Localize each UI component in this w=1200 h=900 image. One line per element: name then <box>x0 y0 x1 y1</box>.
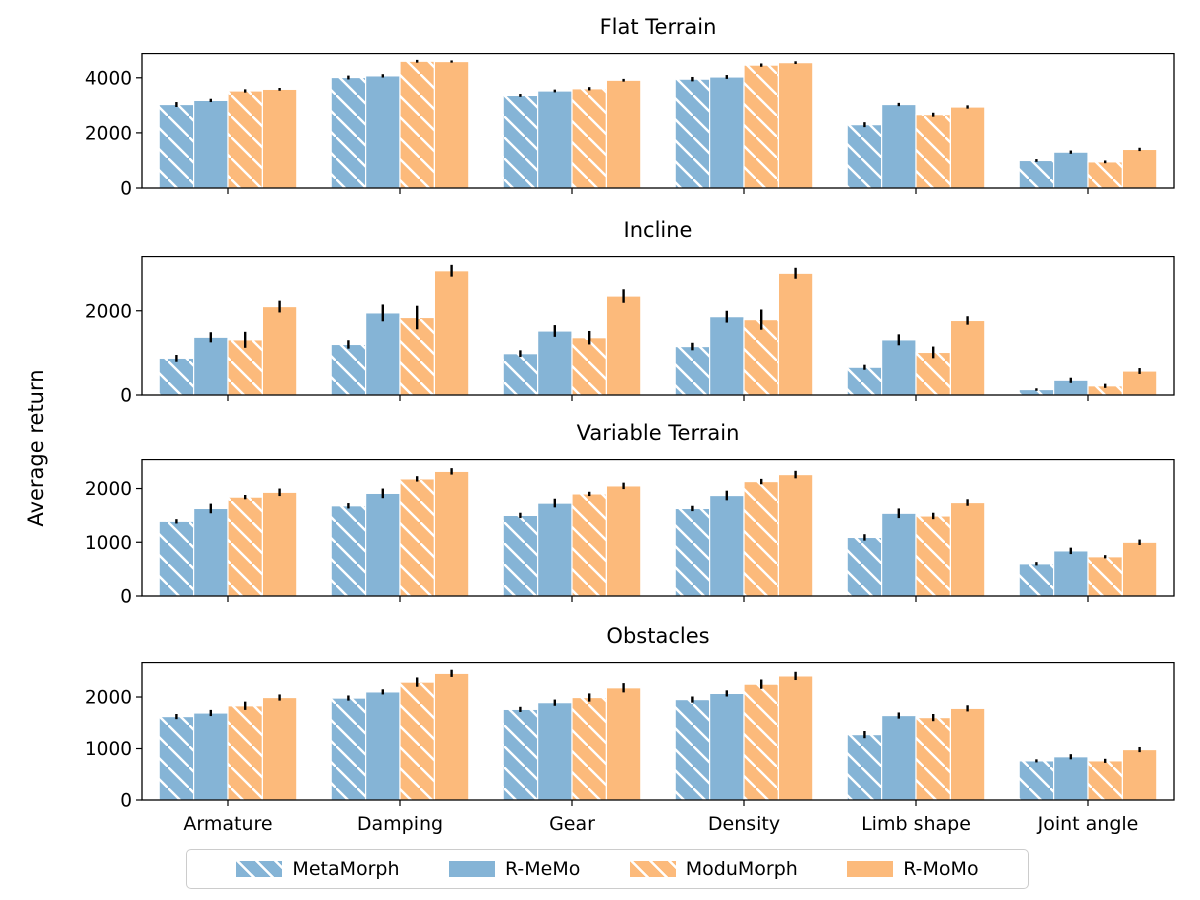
svg-text:Armature: Armature <box>183 813 272 835</box>
flat-terrain-plot: 0 2000 4000 <box>85 53 1175 200</box>
svg-text:Limb shape: Limb shape <box>861 813 971 835</box>
r-memo-swatch <box>448 861 495 877</box>
y-axis-label: Average return <box>24 369 48 527</box>
legend-item-r-memo: R-MeMo <box>448 858 581 880</box>
svg-text:0: 0 <box>120 587 132 608</box>
svg-text:1000: 1000 <box>85 739 132 760</box>
svg-text:2000: 2000 <box>85 688 132 709</box>
svg-text:0: 0 <box>120 386 132 407</box>
svg-text:Damping: Damping <box>357 813 443 835</box>
svg-text:4000: 4000 <box>85 68 132 89</box>
r-momo-swatch <box>847 861 894 877</box>
legend-item-modumorph: ModuMorph <box>629 858 798 880</box>
modumorph-swatch <box>629 861 676 877</box>
panel-title-flat-terrain: Flat Terrain <box>599 15 717 39</box>
svg-text:2000: 2000 <box>85 123 132 144</box>
obstacles-plot: Armature Damping Gear Density Limb shape Join… <box>85 662 1175 835</box>
panel-title-variable-terrain: Variable Terrain <box>576 421 740 445</box>
svg-text:0: 0 <box>120 791 132 812</box>
svg-text:Joint angle: Joint angle <box>1037 813 1139 835</box>
legend-label: ModuMorph <box>685 858 798 880</box>
svg-text:Gear: Gear <box>549 813 595 835</box>
legend-label: MetaMorph <box>292 858 400 880</box>
svg-text:1000: 1000 <box>85 533 132 554</box>
variable-terrain-plot: 0 1000 2000 <box>85 459 1175 608</box>
panel-title-incline: Incline <box>623 218 693 242</box>
legend-label: R-MoMo <box>903 858 979 880</box>
metamorph-swatch <box>236 861 283 877</box>
legend-item-r-momo: R-MoMo <box>847 858 979 880</box>
legend-label: R-MeMo <box>504 858 581 880</box>
svg-text:Density: Density <box>708 813 780 835</box>
legend: MetaMorph R-MeMo ModuMorph R-MoMo <box>186 849 1029 889</box>
svg-text:0: 0 <box>120 179 132 200</box>
panel-title-obstacles: Obstacles <box>606 624 710 648</box>
svg-text:2000: 2000 <box>85 479 132 500</box>
incline-plot: 0 2000 <box>85 256 1175 407</box>
svg-text:2000: 2000 <box>85 301 132 322</box>
legend-item-metamorph: MetaMorph <box>236 858 400 880</box>
